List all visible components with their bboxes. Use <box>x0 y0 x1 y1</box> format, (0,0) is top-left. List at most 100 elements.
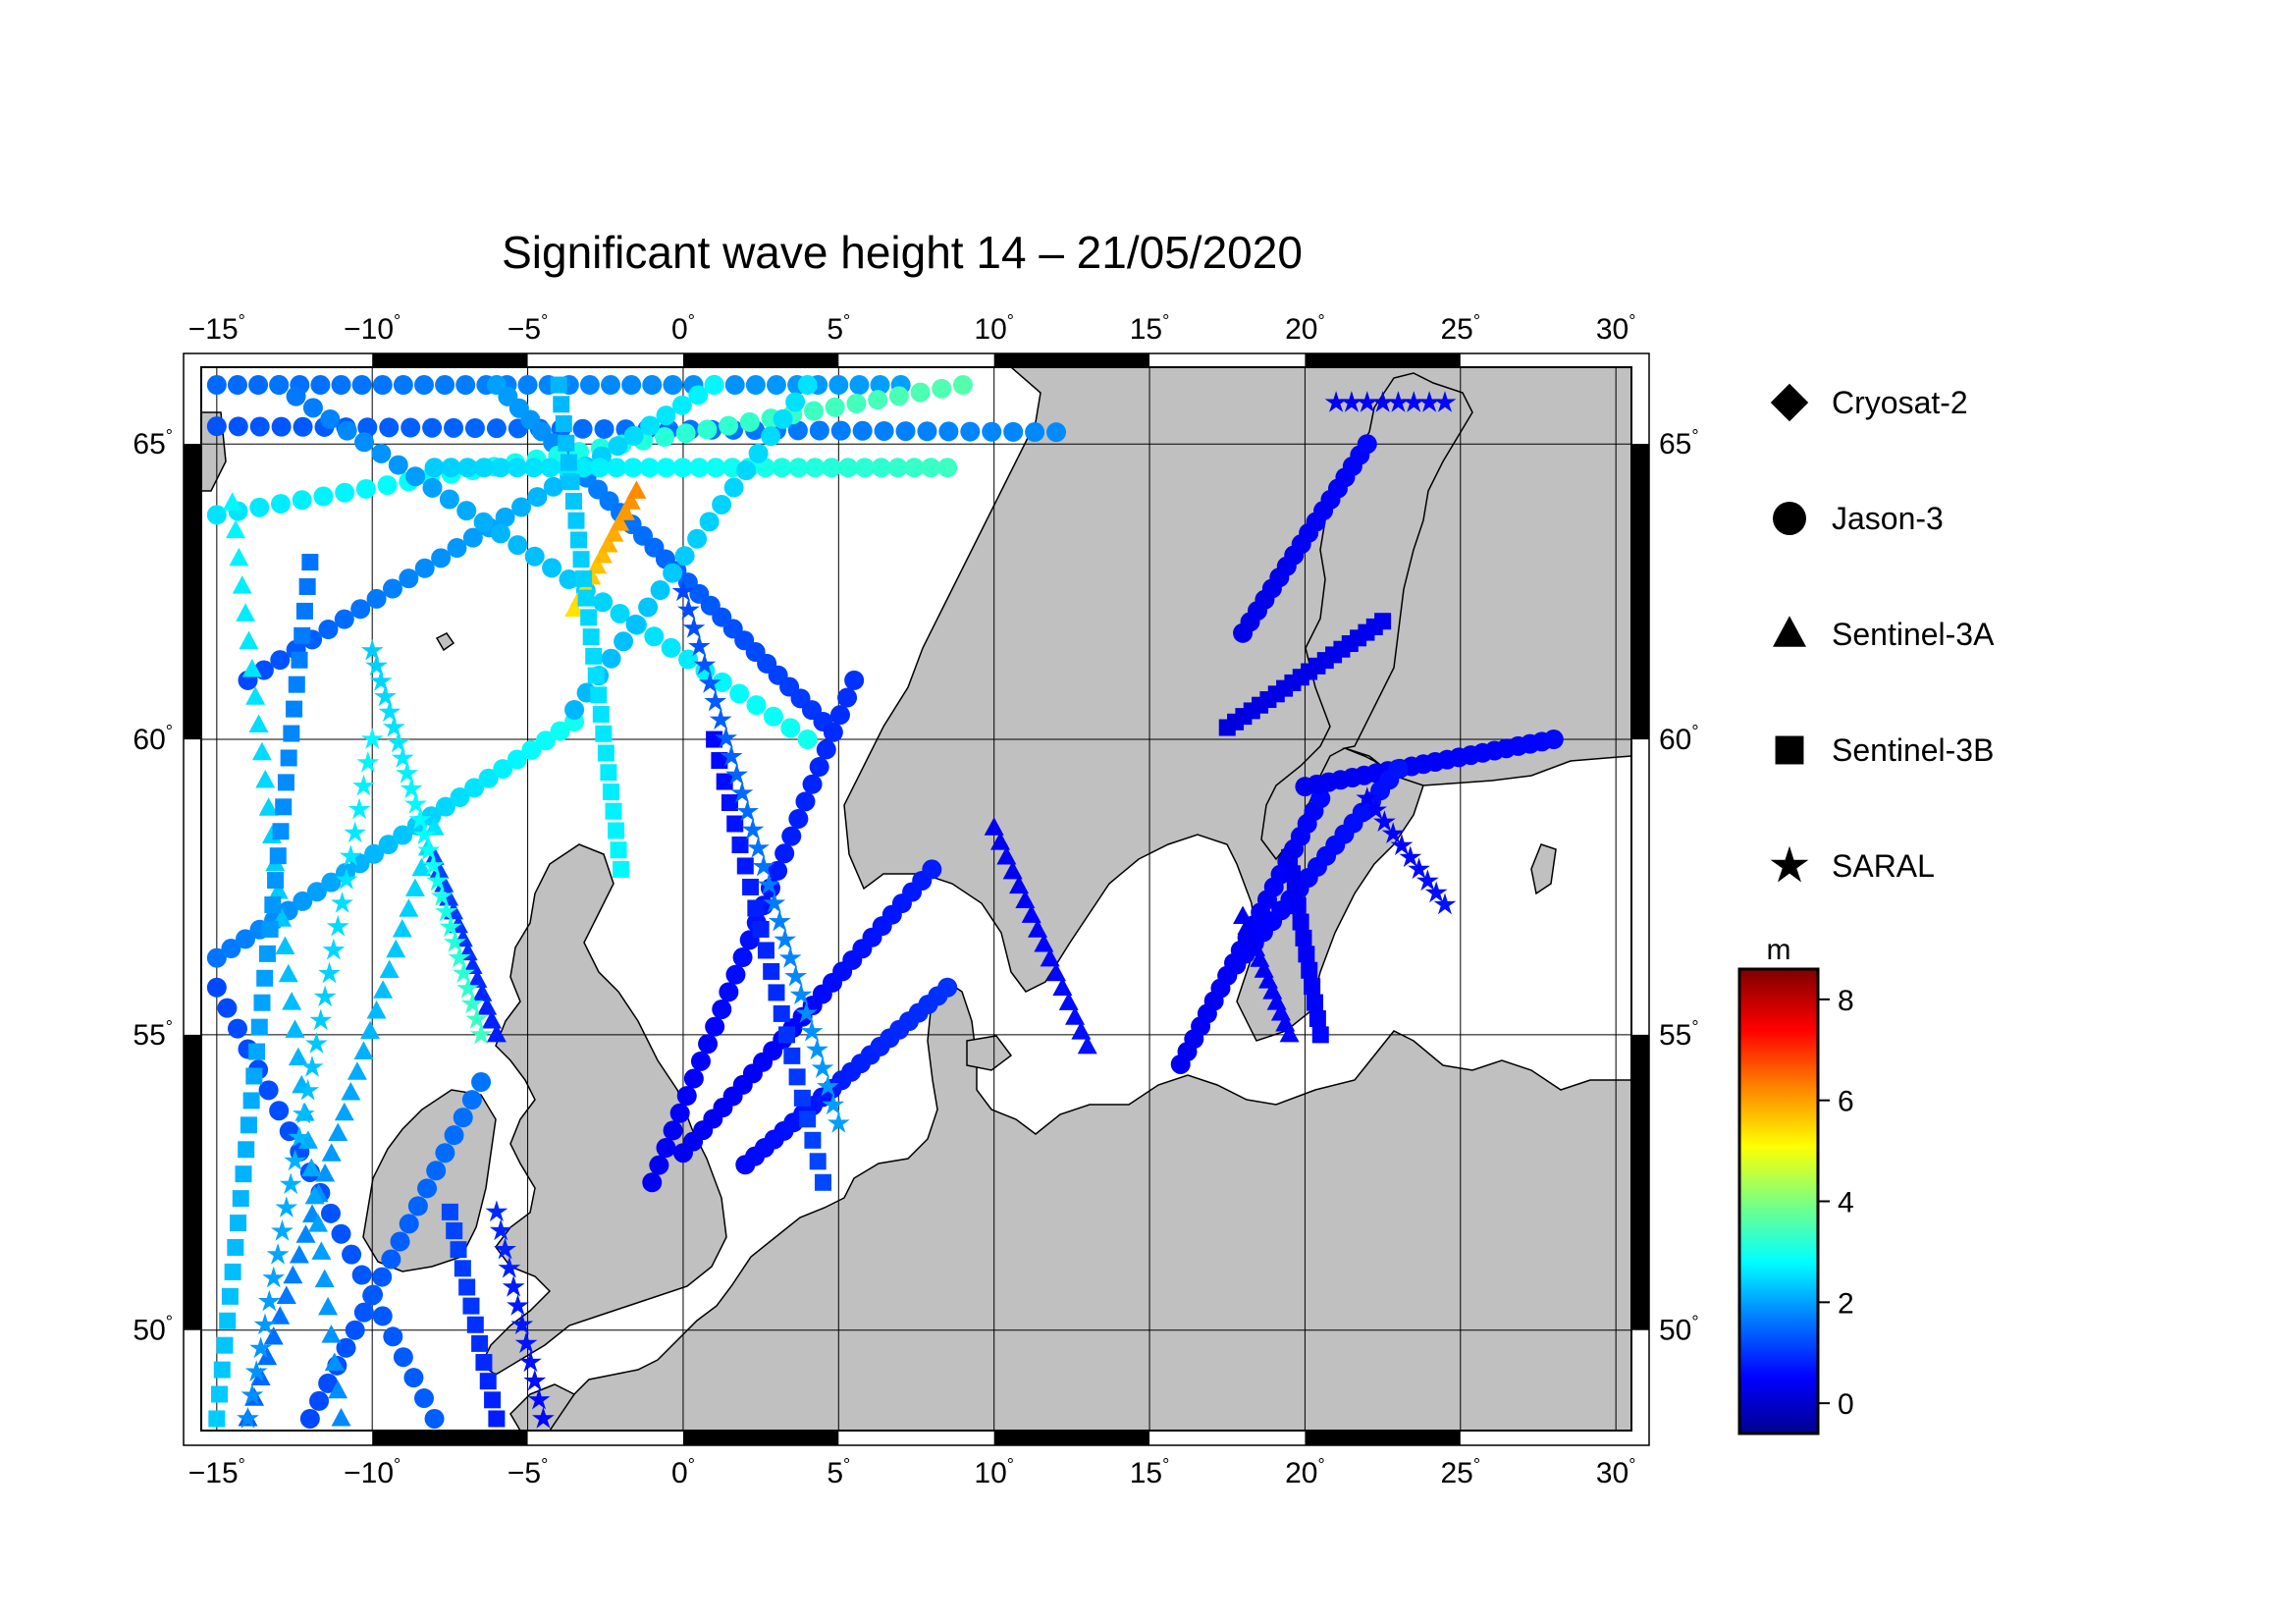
observation-marker <box>262 1266 286 1288</box>
observation-marker <box>689 458 710 478</box>
lat-tick-label-left: 50° <box>133 1313 173 1347</box>
observation-marker <box>614 502 635 520</box>
observation-marker <box>347 797 371 820</box>
observation-marker <box>424 846 445 865</box>
observation-marker <box>266 1243 290 1265</box>
observation-marker <box>227 1018 247 1039</box>
observation-marker <box>663 1120 683 1141</box>
observation-marker <box>802 774 823 794</box>
observation-marker <box>313 486 334 507</box>
observation-marker <box>797 375 818 396</box>
legend-label-sentinel-3b: Sentinel-3B <box>1832 732 1994 768</box>
gotland-island <box>1530 843 1557 895</box>
observation-marker <box>421 853 445 876</box>
observation-marker <box>593 592 614 613</box>
observation-marker <box>478 768 499 788</box>
observation-marker <box>1003 421 1024 442</box>
observation-marker <box>216 1336 234 1354</box>
observation-marker <box>757 873 780 895</box>
observation-marker <box>747 837 770 858</box>
observation-marker <box>417 839 441 860</box>
observation-marker <box>206 947 227 968</box>
observation-marker <box>258 1080 279 1101</box>
observation-marker <box>582 628 600 646</box>
observation-marker <box>723 477 744 498</box>
observation-marker <box>372 375 393 396</box>
observation-marker <box>773 408 793 429</box>
observation-marker <box>712 672 732 692</box>
observation-marker <box>661 637 681 658</box>
denmark-islands <box>966 1035 1013 1071</box>
observation-marker <box>311 1241 332 1260</box>
observation-marker <box>429 860 450 879</box>
observation-marker <box>921 458 941 478</box>
lon-tick-label-bottom: −15° <box>188 1455 245 1489</box>
observation-marker <box>1298 946 1315 963</box>
observation-marker <box>299 1408 320 1429</box>
observation-marker <box>564 598 585 618</box>
observation-marker <box>298 577 316 595</box>
observation-marker <box>540 458 561 478</box>
observation-marker <box>350 599 371 620</box>
observation-marker <box>761 426 781 447</box>
observation-marker <box>488 1410 506 1428</box>
observation-marker <box>1390 834 1414 856</box>
observation-marker <box>731 836 749 853</box>
observation-marker <box>669 1103 690 1123</box>
map-frame-bars <box>184 353 1649 1445</box>
observation-marker <box>424 458 445 478</box>
observation-marker <box>671 579 695 602</box>
observation-marker <box>719 982 739 1002</box>
observation-marker <box>683 1068 704 1089</box>
observation-marker <box>592 544 613 564</box>
observation-marker <box>347 1061 367 1080</box>
observation-marker <box>236 603 256 622</box>
observation-marker <box>452 961 475 983</box>
observation-marker <box>352 774 375 796</box>
lat-tick-label-right: 65° <box>1659 426 1699 460</box>
observation-marker <box>937 977 958 998</box>
colorbar-gradient <box>1737 967 1820 1435</box>
observation-marker <box>253 1313 277 1335</box>
lon-tick-label-bottom: 10° <box>974 1455 1014 1489</box>
observation-marker <box>309 1008 333 1031</box>
observation-marker <box>283 725 300 742</box>
observation-marker <box>1364 798 1387 820</box>
observation-marker <box>736 460 757 481</box>
observation-marker <box>383 1326 403 1347</box>
legend-star-icon <box>1770 845 1809 883</box>
observation-marker <box>422 417 443 438</box>
observation-marker <box>1356 391 1379 412</box>
observation-marker <box>387 730 410 753</box>
observation-marker <box>517 375 538 396</box>
observation-marker <box>302 398 323 418</box>
observation-marker <box>699 512 720 532</box>
observation-marker <box>555 415 572 433</box>
observation-marker <box>313 985 337 1007</box>
observation-marker <box>226 519 246 539</box>
observation-marker <box>690 1051 711 1071</box>
observation-marker <box>797 730 818 750</box>
satellite-track-sentinel-3a <box>1233 905 1300 1043</box>
legend-circle-icon <box>1773 502 1806 535</box>
observation-marker <box>404 878 425 897</box>
observation-marker <box>331 892 353 913</box>
observation-marker <box>748 443 769 463</box>
observation-marker <box>553 396 570 413</box>
observation-marker <box>766 375 786 396</box>
map-panel: −15° −15° −10° −10° −5° −5° 0° 0° 5° 5° 10° 10° 15° 1… <box>133 311 1698 1489</box>
observation-marker <box>232 1190 249 1208</box>
observation-marker <box>489 1218 512 1241</box>
observation-marker <box>291 651 308 669</box>
legend-square-icon <box>1775 735 1804 765</box>
frame-bar-left <box>184 1034 201 1330</box>
observation-marker <box>590 686 608 704</box>
observation-marker <box>268 881 289 899</box>
observation-marker <box>320 408 341 429</box>
observation-marker <box>747 899 765 917</box>
observation-marker <box>424 817 445 836</box>
observation-marker <box>535 730 556 751</box>
lon-tick-label-top: 5° <box>827 311 850 346</box>
observation-marker <box>763 892 786 913</box>
observation-marker <box>523 458 544 478</box>
